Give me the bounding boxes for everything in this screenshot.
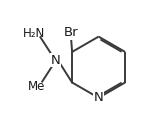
- Text: Me: Me: [28, 80, 45, 93]
- Text: Br: Br: [64, 26, 78, 39]
- Text: N: N: [50, 54, 60, 66]
- Text: N: N: [94, 91, 103, 104]
- Text: H₂N: H₂N: [23, 27, 45, 40]
